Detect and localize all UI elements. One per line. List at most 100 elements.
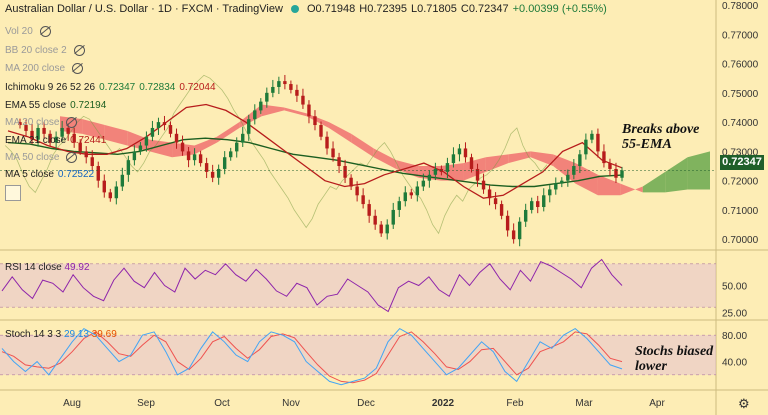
candle-body	[307, 104, 311, 117]
candle-body	[150, 127, 155, 137]
ichimoku-v2: 0.72834	[139, 82, 176, 93]
legend-ema55[interactable]: EMA 55 close 0.72194	[5, 100, 107, 111]
eye-hidden-icon[interactable]	[72, 63, 84, 74]
candle-body	[596, 133, 600, 152]
ichimoku-cloud-segment	[553, 154, 576, 184]
x-tick-label: Sep	[137, 398, 155, 409]
candle-body	[566, 174, 570, 181]
x-tick-label: 2022	[432, 398, 455, 409]
ohlc-change: +0.00399 (+0.55%)	[512, 3, 607, 15]
candle-body	[192, 154, 197, 161]
ema21-line	[7, 103, 623, 199]
candle-body	[247, 119, 251, 134]
candle-body	[560, 180, 564, 184]
candle-body	[277, 81, 281, 87]
legend-ichimoku[interactable]: Ichimoku 9 26 52 26 0.72347 0.72834 0.72044	[5, 82, 216, 93]
eye-hidden-icon[interactable]	[66, 117, 78, 128]
candle-body	[620, 170, 624, 178]
ohlc-open: O0.71948	[306, 3, 356, 15]
candle-body	[451, 154, 456, 164]
ichimoku-cloud-segment	[351, 133, 374, 158]
eye-hidden-icon[interactable]	[73, 45, 85, 56]
ichimoku-cloud-segment	[373, 148, 397, 169]
market-status-icon	[290, 5, 299, 13]
candle-body	[283, 81, 287, 85]
ma5-value: 0.72522	[57, 169, 95, 180]
candle-body	[499, 204, 504, 216]
legend-ma200[interactable]: MA 200 close	[5, 63, 84, 74]
y-tick-label: 0.76000	[722, 60, 759, 71]
y-tick-label: 0.78000	[722, 1, 759, 12]
symbol-title[interactable]: Australian Dollar / U.S. Dollar · 1D · F…	[5, 3, 283, 15]
y-tick-label: 0.71000	[722, 206, 759, 217]
candle-body	[391, 209, 395, 225]
x-tick-label: Aug	[63, 398, 81, 409]
ichimoku-cloud-segment	[463, 157, 486, 181]
legend-bb[interactable]: BB 20 close 2	[5, 45, 85, 56]
legend-ma20[interactable]: MA 20 close	[5, 117, 78, 128]
candle-body	[90, 157, 94, 167]
eye-hidden-icon[interactable]	[39, 26, 51, 37]
candle-body	[259, 101, 263, 111]
candle-body	[180, 142, 185, 152]
candle-body	[102, 180, 106, 193]
candle-body	[72, 133, 76, 143]
ichimoku-cloud-segment	[328, 122, 352, 143]
gear-icon[interactable]: ⚙	[738, 396, 750, 411]
candle-body	[409, 192, 413, 196]
candle-body	[530, 201, 534, 210]
candle-body	[505, 215, 510, 231]
legend-ma5[interactable]: MA 5 close 0.72522	[5, 169, 95, 180]
x-tick-label: Nov	[282, 398, 300, 409]
candle-body	[403, 192, 407, 202]
candle-body	[343, 166, 347, 178]
candle-body	[313, 116, 317, 126]
candle-body	[241, 133, 245, 143]
candle-body	[517, 221, 522, 240]
ohlc-close: C0.72347	[460, 3, 509, 15]
candle-body	[271, 86, 275, 93]
x-tick-label: Dec	[357, 398, 375, 409]
ema21-value: 0.72441	[70, 135, 107, 146]
stoch-legend[interactable]: Stoch 14 3 3 29.13 39.69	[5, 329, 117, 340]
candle-body	[18, 122, 22, 126]
candle-body	[235, 142, 239, 152]
ichimoku-cloud-segment	[508, 151, 531, 164]
eye-hidden-icon[interactable]	[66, 152, 78, 163]
candle-body	[608, 163, 612, 169]
stoch-d-value: 39.69	[91, 329, 117, 340]
rsi-tick-label: 50.00	[722, 282, 747, 293]
candle-body	[337, 157, 341, 167]
candle-body	[463, 148, 468, 158]
candle-body	[78, 142, 82, 152]
candle-body	[325, 136, 329, 149]
ichimoku-cloud-segment	[396, 160, 419, 178]
candle-body	[144, 136, 149, 146]
candle-body	[30, 130, 34, 140]
candle-body	[168, 125, 173, 134]
collapse-legend-button[interactable]	[5, 185, 21, 201]
ichimoku-cloud-segment	[597, 174, 621, 196]
annotation-stochs: Stochs biased lower	[635, 344, 714, 374]
candle-body	[48, 133, 52, 143]
rsi-legend[interactable]: RSI 14 close 49.92	[5, 262, 90, 273]
candle-body	[385, 224, 389, 234]
ohlc-high: H0.72395	[359, 3, 407, 15]
ohlc-low: L0.71805	[410, 3, 457, 15]
chart-header: Australian Dollar / U.S. Dollar · 1D · F…	[5, 3, 607, 15]
legend-ma50[interactable]: MA 50 close	[5, 152, 78, 163]
candle-body	[114, 186, 119, 199]
ichimoku-cloud-segment	[665, 157, 688, 193]
legend-ema21[interactable]: EMA 21 close 0.72441	[5, 135, 107, 146]
candle-body	[331, 148, 335, 158]
candle-body	[301, 95, 305, 105]
candle-body	[132, 151, 137, 161]
ichimoku-cloud-segment	[104, 125, 128, 146]
y-tick-label: 0.77000	[722, 30, 759, 41]
legend-vol[interactable]: Vol 20	[5, 26, 51, 37]
current-price-label: 0.72347	[720, 155, 764, 170]
candle-body	[120, 174, 125, 187]
y-tick-label: 0.72000	[722, 177, 759, 188]
